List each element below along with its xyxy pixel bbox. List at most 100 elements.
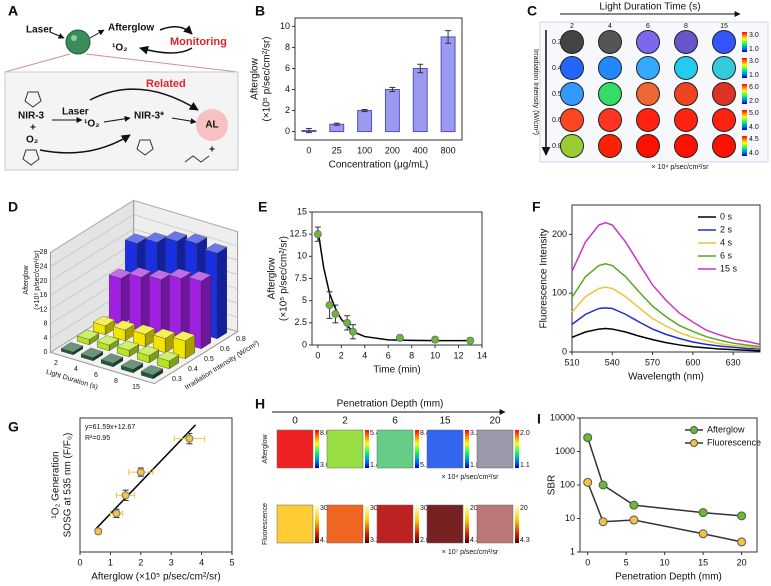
bar-3d xyxy=(172,331,196,360)
x-tick-label: 15 xyxy=(698,557,708,567)
bar-top xyxy=(100,353,124,364)
diagram-text: Related xyxy=(146,78,186,90)
colorbar-label: 1.1 xyxy=(520,462,530,469)
colorbar-label: 20 xyxy=(520,505,528,512)
y-axis-label: (×10⁵ p/sec/cm²/sr) xyxy=(262,37,273,122)
y-tick-label: 15 xyxy=(297,206,307,216)
colorbar-label: 8.4 xyxy=(420,430,430,437)
bar-top-shade xyxy=(165,231,187,242)
bar-top xyxy=(60,342,84,353)
plot-frame xyxy=(79,417,233,553)
x-axis-label: Wavelength (nm) xyxy=(628,372,704,383)
diagram-text: + xyxy=(209,145,215,156)
x-axis-label: Penetration Depth (mm) xyxy=(615,572,722,583)
series-line xyxy=(571,307,761,350)
bar-top xyxy=(168,268,192,279)
x-tick-label: 0 xyxy=(77,557,82,567)
image-well xyxy=(674,134,698,158)
image-tile xyxy=(476,429,514,469)
bar-side-shade xyxy=(133,363,143,373)
arrow xyxy=(89,29,105,39)
colorbar xyxy=(315,505,319,543)
arrow xyxy=(139,45,193,55)
bar-top-shade xyxy=(173,331,195,341)
plot-frame xyxy=(311,211,483,346)
x-tick-label: 570 xyxy=(645,357,660,367)
bar-top-shade xyxy=(205,243,227,254)
y-tick-label: 6 xyxy=(285,63,290,73)
bar-top-shade xyxy=(145,232,167,243)
row-label: 0.6 xyxy=(552,117,562,124)
legend-label: 4 s xyxy=(720,237,733,247)
colorbar-label: 2.0 xyxy=(520,430,530,437)
bar-top xyxy=(152,328,176,339)
bar xyxy=(412,67,428,133)
diagram-text: Monitoring xyxy=(170,36,227,48)
bar-top-shade xyxy=(137,346,159,356)
row-label: Fluorescence xyxy=(262,503,269,545)
colorbar-label: 4.0 xyxy=(749,124,759,131)
diagram-text: O₂ xyxy=(26,135,38,146)
bar-side-shade xyxy=(89,333,99,345)
column-label: 4 xyxy=(608,23,612,30)
bar-3d xyxy=(96,335,120,352)
bar-side-shade xyxy=(105,319,115,335)
bar-top-shade xyxy=(121,359,143,370)
bar-front xyxy=(128,273,142,332)
colorbar-label: 30 xyxy=(370,505,378,512)
image-tile xyxy=(326,429,364,469)
bar-top-shade xyxy=(113,320,135,331)
colorbar xyxy=(742,32,747,52)
point xyxy=(325,301,334,310)
row-label: 0.4 xyxy=(552,65,562,72)
bar-side-shade xyxy=(217,247,227,339)
series-line xyxy=(571,327,761,352)
colorbar-label: 5.0 xyxy=(749,110,759,117)
colorbar xyxy=(515,505,519,543)
column-label: 6 xyxy=(646,23,650,30)
x-tick-label: 15 xyxy=(132,384,140,391)
x-tick-label: 400 xyxy=(413,145,428,155)
bar-side-shade xyxy=(201,274,211,349)
bar-top-shade xyxy=(133,324,155,335)
colorbar-label: 30 xyxy=(420,505,428,512)
bar-top xyxy=(148,269,172,280)
bar-top-shade xyxy=(97,335,119,346)
bar-3d xyxy=(76,329,100,346)
y-tick-label: 0 xyxy=(562,346,567,356)
y-tick-label: 0.8 xyxy=(236,336,246,343)
bar-top-shade xyxy=(81,347,103,358)
connector xyxy=(85,53,239,73)
marker xyxy=(629,500,639,510)
bar-side-shade xyxy=(141,271,151,331)
image-well xyxy=(674,30,698,54)
product xyxy=(184,155,210,163)
bar-3d xyxy=(60,342,84,356)
image-well xyxy=(598,82,622,106)
y-tick-label: 12.5 xyxy=(289,229,307,239)
x-tick-label: 25 xyxy=(332,145,342,155)
image-well xyxy=(636,82,660,106)
bar-top xyxy=(80,347,104,358)
image-well xyxy=(674,82,698,106)
colorbar-label: 3.0 xyxy=(320,462,330,469)
x-tick-label: 2 xyxy=(339,350,344,360)
bar-top xyxy=(188,271,212,282)
colorbar-label: 4.3 xyxy=(320,537,330,544)
row-title: Irradiation Intensity (W/cm²) xyxy=(532,49,539,135)
colorbar-label: 4.0 xyxy=(749,150,759,157)
y-tick-label: 0.5 xyxy=(204,356,214,363)
bar-3d xyxy=(116,340,140,358)
y-axis-label: Fluorescence Intensity xyxy=(539,228,550,328)
bar-top-shade xyxy=(185,233,207,244)
x-tick-label: 630 xyxy=(726,357,741,367)
x-tick-label: 600 xyxy=(685,357,700,367)
x-axis-label: Concentration (μg/mL) xyxy=(329,160,429,171)
bar-3d xyxy=(108,268,132,326)
panel-letter: E xyxy=(258,199,267,215)
column-label: 8 xyxy=(684,23,688,30)
image-tile xyxy=(276,504,314,544)
unit-label: × 10⁴ p/sec/cm²/sr xyxy=(652,164,710,171)
legend-label: 15 s xyxy=(720,263,738,273)
bar-top xyxy=(76,329,100,340)
